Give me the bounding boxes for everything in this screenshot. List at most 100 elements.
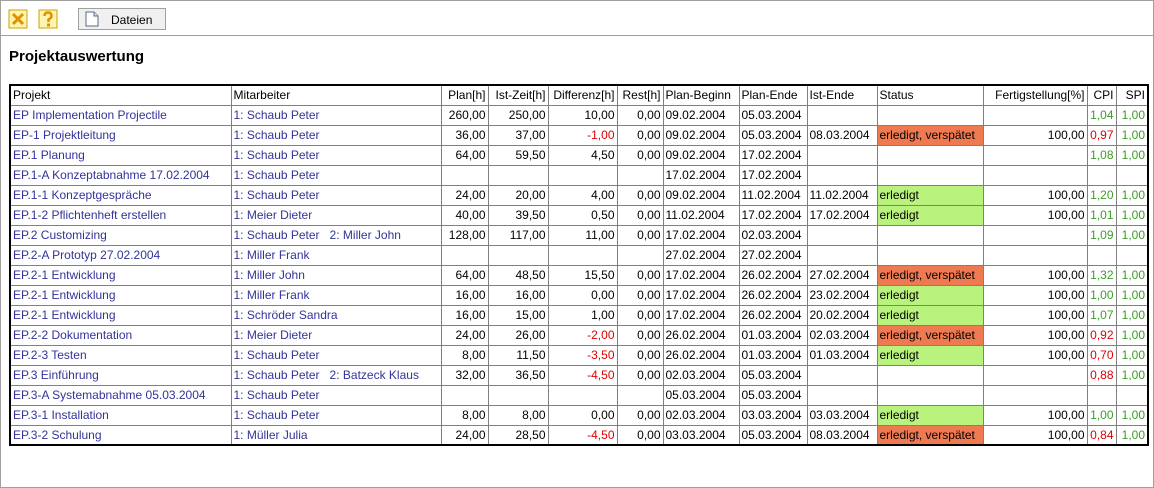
table-cell: EP.2-1 Entwicklung bbox=[9, 304, 232, 326]
table-cell: erledigt bbox=[876, 304, 984, 326]
table-cell: 117,00 bbox=[487, 224, 549, 246]
table-cell: 0,00 bbox=[616, 404, 664, 426]
table-cell: 17.02.2004 bbox=[662, 304, 740, 326]
table-cell: 0,00 bbox=[616, 104, 664, 126]
table-cell: 26.02.2004 bbox=[662, 344, 740, 366]
table-cell: EP.2-1 Entwicklung bbox=[9, 264, 232, 286]
table-cell: erledigt bbox=[876, 344, 984, 366]
table-cell: -2,00 bbox=[547, 324, 618, 346]
table-cell: 40,00 bbox=[440, 204, 489, 226]
table-cell: 0,00 bbox=[616, 224, 664, 246]
table-cell: -4,50 bbox=[547, 424, 618, 446]
column-header: Differenz[h] bbox=[547, 84, 618, 106]
table-cell: -1,00 bbox=[547, 124, 618, 146]
table-cell: EP.3-1 Installation bbox=[9, 404, 232, 426]
table-cell: 1,08 bbox=[1086, 144, 1117, 166]
table-cell: 09.02.2004 bbox=[662, 144, 740, 166]
table-cell: 16,00 bbox=[487, 284, 549, 306]
table-cell: 1: Schaub Peter bbox=[230, 384, 442, 406]
table-cell: 01.03.2004 bbox=[806, 344, 878, 366]
table-cell: 24,00 bbox=[440, 324, 489, 346]
table-cell: 1: Schaub Peter bbox=[230, 344, 442, 366]
table-cell: 11.02.2004 bbox=[806, 184, 878, 206]
table-cell: 02.03.2004 bbox=[662, 364, 740, 386]
table-cell: 1,00 bbox=[1115, 404, 1149, 426]
close-icon[interactable] bbox=[8, 9, 28, 29]
table-cell: 1: Schröder Sandra bbox=[230, 304, 442, 326]
table-cell: 8,00 bbox=[440, 344, 489, 366]
table-cell: 260,00 bbox=[440, 104, 489, 126]
table-cell bbox=[806, 224, 878, 246]
table-cell: 1,00 bbox=[1115, 284, 1149, 306]
table-cell: erledigt, verspätet bbox=[876, 124, 984, 146]
files-button[interactable]: Dateien bbox=[78, 8, 166, 30]
help-icon[interactable] bbox=[38, 9, 58, 29]
table-cell bbox=[982, 384, 1088, 406]
table-row: EP.2-1 Entwicklung 1: Miller Frank 16,00 16… bbox=[9, 284, 1149, 306]
table-cell: 1,00 bbox=[1115, 304, 1149, 326]
table-cell: 17.02.2004 bbox=[806, 204, 878, 226]
table-cell: 17.02.2004 bbox=[662, 164, 740, 186]
table-cell bbox=[487, 244, 549, 266]
table-cell: 1,00 bbox=[1115, 264, 1149, 286]
table-cell: 0,88 bbox=[1086, 364, 1117, 386]
table-cell: 05.03.2004 bbox=[738, 364, 808, 386]
table-cell: 1,00 bbox=[1086, 404, 1117, 426]
table-cell: 1,01 bbox=[1086, 204, 1117, 226]
table-cell: 05.03.2004 bbox=[738, 424, 808, 446]
table-row: EP Implementation Projectile 1: Schaub Pe… bbox=[9, 104, 1149, 126]
table-cell: 27.02.2004 bbox=[738, 244, 808, 266]
table-cell: 100,00 bbox=[982, 264, 1088, 286]
table-cell: 11,00 bbox=[547, 224, 618, 246]
table-cell bbox=[616, 384, 664, 406]
table-cell: 100,00 bbox=[982, 344, 1088, 366]
table-row: EP.2-1 Entwicklung 1: Miller John 64,00 48,… bbox=[9, 264, 1149, 286]
table-cell bbox=[806, 244, 878, 266]
table-cell: 1,00 bbox=[1115, 104, 1149, 126]
table-cell: EP.2-1 Entwicklung bbox=[9, 284, 232, 306]
table-cell bbox=[616, 244, 664, 266]
table-cell bbox=[487, 164, 549, 186]
table-cell: EP.1-1 Konzeptgespräche bbox=[9, 184, 232, 206]
column-header: CPI bbox=[1086, 84, 1117, 106]
table-cell bbox=[876, 364, 984, 386]
table-cell: EP.1 Planung bbox=[9, 144, 232, 166]
table-cell: erledigt bbox=[876, 204, 984, 226]
table-cell: 24,00 bbox=[440, 184, 489, 206]
table-cell: 20,00 bbox=[487, 184, 549, 206]
table-row: EP.1-A Konzeptabnahme 17.02.2004 1: Schau… bbox=[9, 164, 1149, 186]
table-cell: 100,00 bbox=[982, 304, 1088, 326]
file-icon bbox=[85, 11, 99, 27]
table-cell: 8,00 bbox=[440, 404, 489, 426]
table-cell: 64,00 bbox=[440, 264, 489, 286]
table-cell bbox=[876, 104, 984, 126]
table-cell: 1,04 bbox=[1086, 104, 1117, 126]
table-cell: 1: Schaub Peter bbox=[230, 144, 442, 166]
table-cell: 03.03.2004 bbox=[662, 424, 740, 446]
table-cell: 15,50 bbox=[547, 264, 618, 286]
table-cell bbox=[982, 164, 1088, 186]
table-cell bbox=[982, 224, 1088, 246]
table-cell: 26.02.2004 bbox=[738, 264, 808, 286]
table-cell: 1,00 bbox=[1115, 204, 1149, 226]
table-cell: 128,00 bbox=[440, 224, 489, 246]
table-cell: 26.02.2004 bbox=[738, 304, 808, 326]
table-cell: 1,07 bbox=[1086, 304, 1117, 326]
column-header: Projekt bbox=[9, 84, 232, 106]
table-cell: 02.03.2004 bbox=[806, 324, 878, 346]
table-cell: 01.03.2004 bbox=[738, 344, 808, 366]
table-cell: EP.3-A Systemabnahme 05.03.2004 bbox=[9, 384, 232, 406]
table-cell: 11,50 bbox=[487, 344, 549, 366]
table-row: EP.3-2 Schulung 1: Müller Julia 24,00 28,50… bbox=[9, 424, 1149, 446]
table-cell: 1,00 bbox=[1115, 424, 1149, 446]
table-cell bbox=[806, 144, 878, 166]
table-row: EP.1-2 Pflichtenheft erstellen 1: Meier D… bbox=[9, 204, 1149, 226]
table-cell: 1,00 bbox=[547, 304, 618, 326]
table-cell: EP.2-3 Testen bbox=[9, 344, 232, 366]
table-cell: 1,00 bbox=[1086, 284, 1117, 306]
table-cell bbox=[982, 144, 1088, 166]
table-cell: 17.02.2004 bbox=[738, 204, 808, 226]
table-cell bbox=[806, 384, 878, 406]
table-row: EP.2-A Prototyp 27.02.2004 1: Miller Fran… bbox=[9, 244, 1149, 266]
table-cell: 26.02.2004 bbox=[662, 324, 740, 346]
